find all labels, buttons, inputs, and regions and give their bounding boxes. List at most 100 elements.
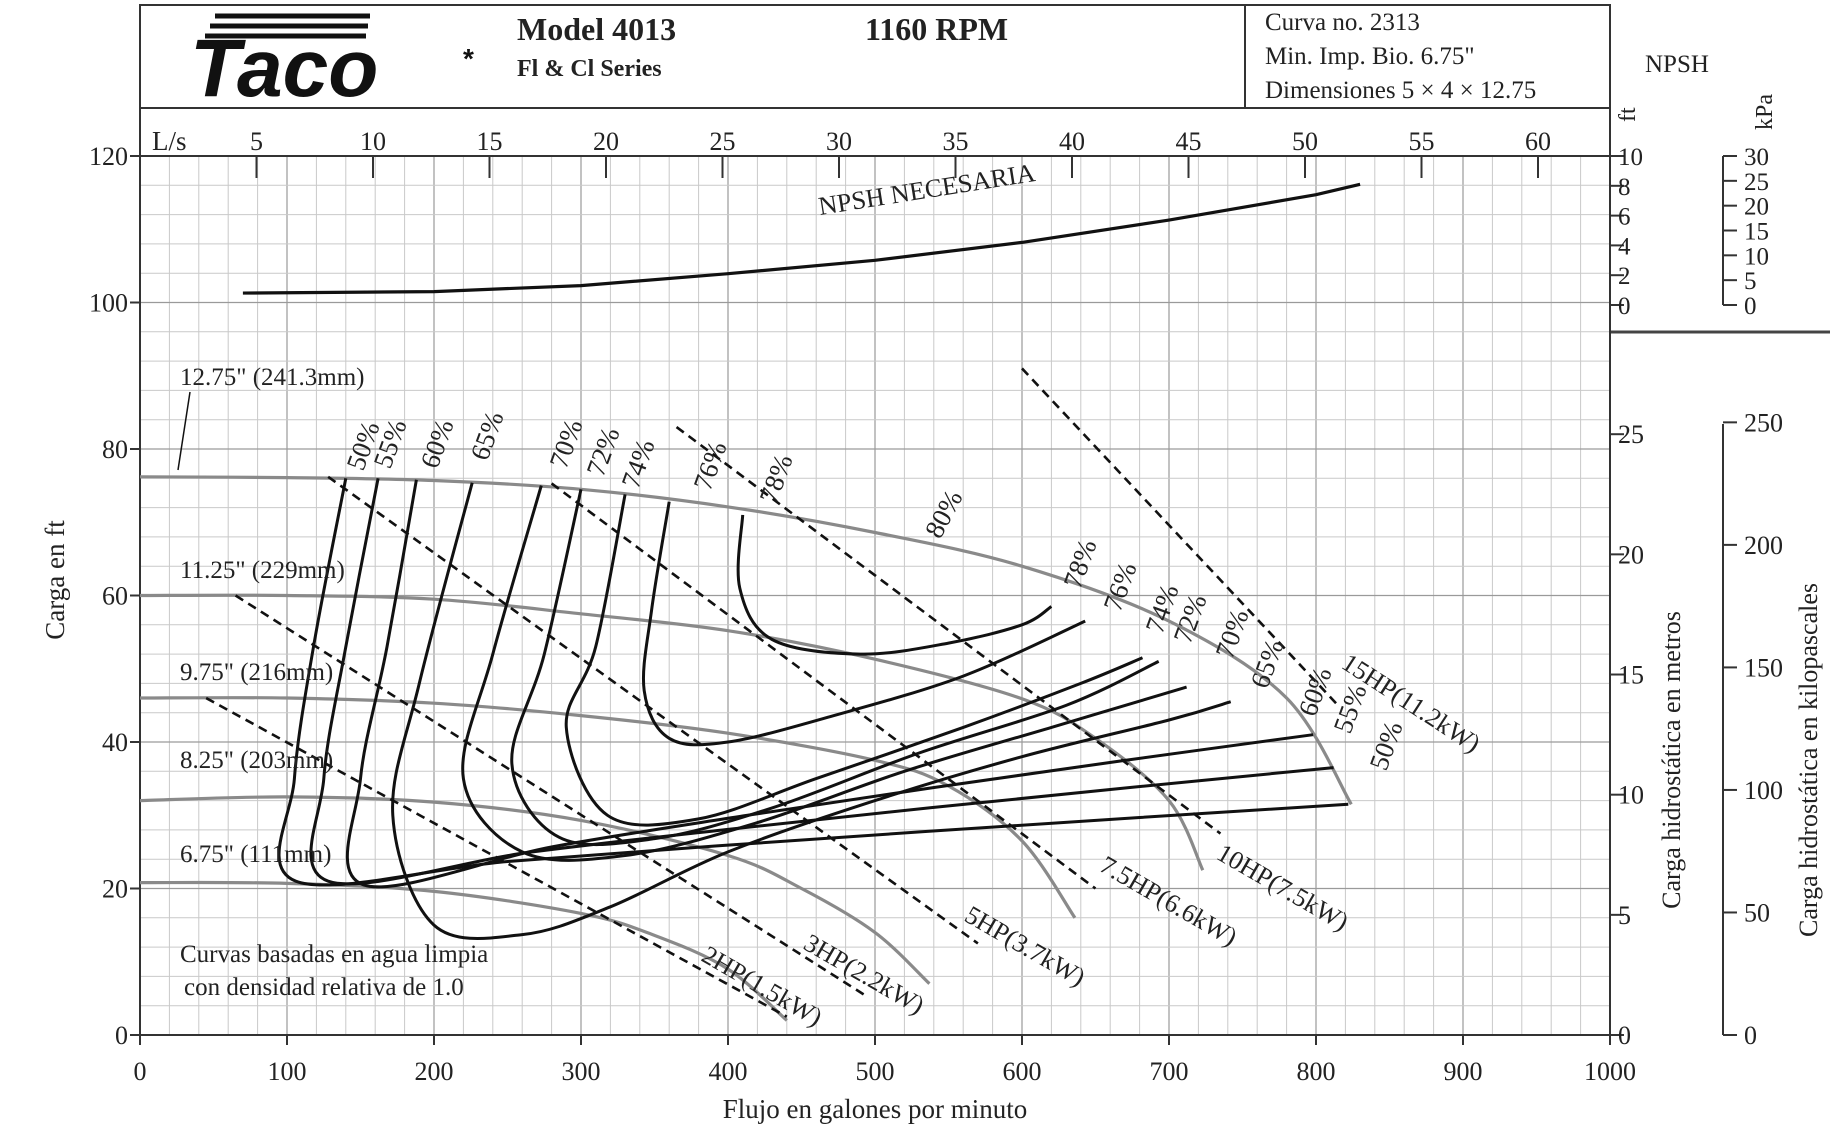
y-axis-title: Carga en ft bbox=[40, 520, 70, 640]
npsh-title: NPSH bbox=[1645, 51, 1709, 78]
efficiency-curve bbox=[277, 478, 1349, 887]
npsh-curve-label: NPSH NECESARIA bbox=[816, 158, 1037, 221]
efficiency-label-top: 78% bbox=[753, 450, 798, 507]
npsh-kpa-tick-label: 20 bbox=[1744, 194, 1769, 221]
logo-text: Taco bbox=[190, 23, 378, 114]
hp-line bbox=[550, 482, 1097, 890]
kpa-tick-label: 50 bbox=[1744, 898, 1770, 927]
kpa-tick-label: 200 bbox=[1744, 531, 1783, 560]
efficiency-label-right: 70% bbox=[1209, 605, 1254, 662]
top-tick-label: 60 bbox=[1525, 127, 1551, 156]
impeller-curve bbox=[139, 795, 931, 985]
x-tick-label: 600 bbox=[1003, 1057, 1042, 1086]
npsh-ft-tick-label: 0 bbox=[1618, 293, 1631, 320]
impeller-curve bbox=[139, 696, 1077, 919]
efficiency-label-top: 76% bbox=[687, 437, 732, 494]
y-tick-label: 60 bbox=[102, 582, 128, 611]
x-tick-label: 300 bbox=[562, 1057, 601, 1086]
top-tick-label: 15 bbox=[476, 127, 502, 156]
npsh-kpa-tick-label: 30 bbox=[1744, 144, 1769, 171]
top-tick-label: 50 bbox=[1292, 127, 1318, 156]
kpa-tick-label: 250 bbox=[1744, 408, 1783, 437]
top-tick-label: 20 bbox=[593, 127, 619, 156]
x-tick-label: 1000 bbox=[1584, 1057, 1636, 1086]
efficiency-label-right: 55% bbox=[1327, 680, 1372, 737]
npsh-kpa-tick-label: 5 bbox=[1744, 268, 1757, 295]
npsh-required-curve bbox=[242, 182, 1361, 295]
header: Taco * Model 4013 Fl & Cl Series 1160 RP… bbox=[139, 4, 1611, 114]
right-axis-meters-ticks: 0 5 10 15 20 25 bbox=[1610, 420, 1644, 1050]
top-tick-label: 40 bbox=[1059, 127, 1085, 156]
x-tick-label: 400 bbox=[709, 1057, 748, 1086]
efficiency-curve bbox=[345, 479, 1314, 889]
npsh-kpa-tick-label: 10 bbox=[1744, 243, 1769, 270]
npsh-ft-tick-label: 6 bbox=[1618, 204, 1631, 231]
hp-line bbox=[675, 425, 1222, 835]
impeller-label: 11.25" (229mm) bbox=[180, 557, 345, 584]
note-line-2: con densidad relativa de 1.0 bbox=[184, 974, 464, 1001]
y-tick-label: 100 bbox=[89, 289, 128, 318]
top-tick-label: 25 bbox=[709, 127, 735, 156]
x-axis-title: Flujo en galones por minuto bbox=[723, 1094, 1027, 1124]
x-axis-ticks: 0 100 200 300 400 500 600 700 800 900 1000 bbox=[134, 1035, 1636, 1086]
impeller-curve bbox=[139, 475, 1353, 806]
impeller-curves bbox=[139, 475, 1353, 1022]
taco-logo: Taco * bbox=[190, 13, 474, 114]
efficiency-curve bbox=[510, 488, 1160, 847]
efficiency-label-right: 60% bbox=[1292, 663, 1337, 720]
m-tick-label: 5 bbox=[1618, 901, 1631, 930]
top-tick-label: 55 bbox=[1408, 127, 1434, 156]
rpm-title: 1160 RPM bbox=[865, 11, 1008, 47]
logo-mark: * bbox=[463, 43, 474, 74]
npsh-ft-ticks: 10 8 64 2 0 bbox=[1610, 144, 1643, 320]
m-tick-label: 0 bbox=[1618, 1021, 1631, 1050]
impeller-label: 8.25" (203mm) bbox=[180, 747, 333, 774]
hp-line bbox=[327, 475, 979, 945]
y-tick-label: 120 bbox=[89, 142, 128, 171]
impeller-curve bbox=[139, 593, 1205, 871]
efficiency-curve bbox=[736, 514, 1053, 656]
top-tick-label: 30 bbox=[826, 127, 852, 156]
efficiency-curve bbox=[391, 482, 1232, 940]
hp-line bbox=[234, 594, 869, 999]
x-tick-label: 0 bbox=[134, 1057, 147, 1086]
y-tick-label: 80 bbox=[102, 435, 128, 464]
m-tick-label: 15 bbox=[1618, 661, 1644, 690]
x-tick-label: 500 bbox=[856, 1057, 895, 1086]
hp-line bbox=[1021, 367, 1339, 707]
kpa-tick-label: 0 bbox=[1744, 1021, 1757, 1050]
y-tick-label: 0 bbox=[115, 1021, 128, 1050]
efficiency-label-top: 65% bbox=[464, 407, 509, 464]
npsh-kpa-tick-label: 15 bbox=[1744, 219, 1769, 246]
top-axis-title: L/s bbox=[152, 126, 187, 156]
top-axis-ticks: 5 10 15 20 25 30 35 40 45 50 55 60 bbox=[250, 127, 1551, 178]
efficiency-label-right: 50% bbox=[1363, 717, 1408, 774]
impeller-label: 12.75" (241.3mm) bbox=[180, 364, 365, 391]
m-tick-label: 10 bbox=[1618, 781, 1644, 810]
efficiency-curve bbox=[461, 485, 1188, 862]
top-tick-label: 35 bbox=[942, 127, 968, 156]
m-tick-label: 25 bbox=[1618, 420, 1644, 449]
npsh-ft-tick-label: 8 bbox=[1618, 174, 1631, 201]
kpa-tick-label: 150 bbox=[1744, 653, 1783, 682]
efficiency-curves bbox=[277, 478, 1349, 940]
top-tick-label: 10 bbox=[360, 127, 386, 156]
npsh-kpa-tick-label: 25 bbox=[1744, 169, 1769, 196]
x-tick-label: 800 bbox=[1297, 1057, 1336, 1086]
top-tick-label: 45 bbox=[1175, 127, 1201, 156]
x-tick-label: 700 bbox=[1150, 1057, 1189, 1086]
efficiency-label-top: 74% bbox=[615, 435, 660, 492]
npsh-kpa-tick-label: 0 bbox=[1744, 293, 1757, 320]
npsh-ft-tick-label: 4 bbox=[1618, 233, 1631, 260]
x-tick-label: 900 bbox=[1444, 1057, 1483, 1086]
right-axis-kpa-title: Carga hidrostática en kilopascales bbox=[1794, 583, 1823, 937]
series-title: Fl & Cl Series bbox=[517, 56, 662, 82]
x-tick-label: 100 bbox=[268, 1057, 307, 1086]
min-impeller: Min. Imp. Bio. 6.75" bbox=[1265, 43, 1475, 70]
dimensions: Dimensiones 5 × 4 × 12.75 bbox=[1265, 77, 1536, 104]
efficiency-peak-label: 80% bbox=[919, 485, 969, 543]
efficiency-curve bbox=[641, 501, 1086, 747]
m-tick-label: 20 bbox=[1618, 540, 1644, 569]
npsh-ft-tick-label: 10 bbox=[1618, 144, 1643, 171]
